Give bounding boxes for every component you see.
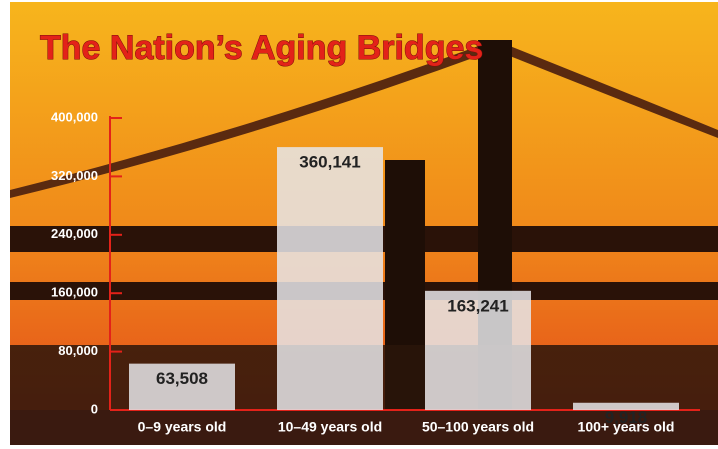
- value-label: 63,508: [156, 369, 208, 388]
- y-tick-label: 240,000: [51, 226, 98, 241]
- y-tick-label: 320,000: [51, 168, 98, 183]
- value-label: 360,141: [299, 153, 360, 172]
- x-tick-label: 50–100 years old: [422, 419, 534, 435]
- bar: [425, 290, 531, 410]
- y-tick-label: 160,000: [51, 285, 98, 300]
- y-tick-label: 80,000: [58, 343, 98, 358]
- bar: [129, 363, 235, 410]
- chart-title: The Nation’s Aging Bridges: [40, 29, 483, 67]
- y-tick-label: 0: [91, 401, 98, 416]
- x-tick-label: 10–49 years old: [278, 419, 382, 435]
- x-tick-label: 100+ years old: [578, 419, 675, 435]
- bar: [573, 402, 679, 410]
- value-label: 163,241: [447, 296, 508, 315]
- x-tick-label: 0–9 years old: [138, 419, 227, 435]
- value-label: 9,918: [605, 408, 648, 427]
- bar: [277, 147, 383, 410]
- y-tick-label: 400,000: [51, 109, 98, 124]
